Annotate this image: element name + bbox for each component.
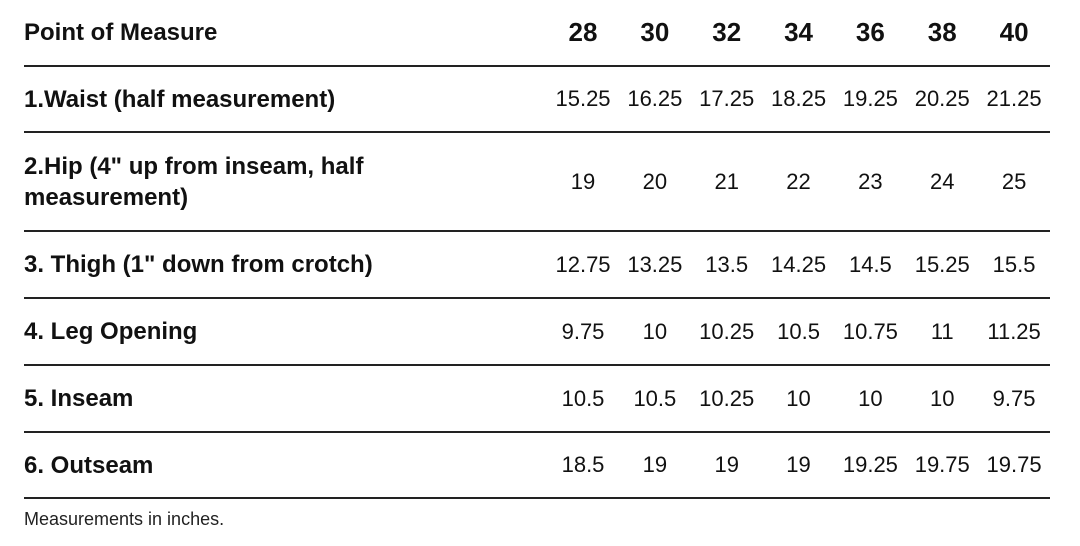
measure-value: 19 — [642, 452, 668, 477]
measure-value: 13.5 — [705, 251, 749, 277]
measure-value: 22 — [786, 168, 811, 194]
measure-value: 15.5 — [992, 251, 1036, 277]
footnote: Measurements in inches. — [24, 509, 225, 529]
measure-value: 10 — [642, 318, 668, 344]
measure-value: 19 — [714, 452, 739, 477]
size-header: 40 — [999, 17, 1029, 47]
size-header: 38 — [927, 17, 957, 47]
size-table: Point of Measure 28 30 32 34 36 38 40 1.Waist (h… — [24, 0, 1050, 499]
measure-value: 14.5 — [848, 251, 892, 277]
measure-value: 10 — [858, 385, 883, 411]
measure-label: 5. Inseam — [24, 385, 134, 412]
measure-value: 19 — [570, 168, 596, 194]
measure-value: 9.75 — [561, 318, 605, 344]
measure-value: 10 — [929, 385, 955, 411]
table-row: 3. Thigh (1" down from crotch) 12.75 13.25… — [24, 232, 1050, 299]
table-row: 4. Leg Opening 9.75 10 10.25 10.5 10.75 11 11.2… — [24, 299, 1050, 366]
table-row: 6. Outseam 18.5 19 19 19 19.25 19.75 19.75 — [24, 433, 1050, 499]
measure-value: 14.25 — [771, 251, 827, 277]
header-label: Point of Measure — [24, 19, 218, 46]
measure-value: 10.25 — [699, 385, 755, 411]
measure-value: 15.25 — [914, 251, 970, 277]
measure-value: 11.25 — [987, 318, 1041, 344]
measure-value: 10.5 — [777, 318, 820, 344]
measure-value: 18.5 — [561, 452, 605, 477]
table-row: 2.Hip (4" up from inseam, half measureme… — [24, 133, 1050, 232]
size-header: 30 — [640, 17, 670, 47]
measure-value: 19 — [786, 452, 811, 477]
measure-value: 12.75 — [555, 251, 611, 277]
measure-value: 16.25 — [627, 86, 683, 111]
measure-value: 21 — [714, 168, 739, 194]
measure-value: 19.75 — [986, 452, 1042, 477]
table-row: 5. Inseam 10.5 10.5 10.25 10 10 10 9.75 — [24, 366, 1050, 433]
measure-value: 21.25 — [986, 86, 1042, 111]
size-header: 28 — [568, 17, 598, 47]
measure-label: 6. Outseam — [24, 451, 154, 479]
measure-label: 1.Waist (half measurement) — [24, 85, 336, 113]
table-row: 1.Waist (half measurement) 15.25 16.25 17.2… — [24, 67, 1050, 133]
measure-label: 3. Thigh (1" down from crotch) — [24, 251, 373, 278]
measure-label: 4. Leg Opening — [24, 318, 198, 345]
header-row: Point of Measure 28 30 32 34 36 38 40 — [24, 0, 1050, 67]
measure-value: 10.25 — [699, 318, 755, 344]
measure-value: 18.25 — [771, 86, 827, 111]
measure-value: 20.25 — [914, 86, 970, 111]
measure-value: 11 — [930, 318, 954, 344]
measure-value: 19.75 — [914, 452, 970, 477]
measure-value: 15.25 — [555, 86, 611, 111]
measure-value: 19.25 — [842, 452, 898, 477]
measure-value: 10.5 — [633, 385, 677, 411]
measure-value: 23 — [858, 168, 883, 194]
measure-value: 10.75 — [842, 318, 898, 344]
size-header: 32 — [712, 17, 742, 47]
measure-value: 25 — [1001, 168, 1027, 194]
measure-value: 10 — [786, 385, 811, 411]
measure-label: 2.Hip (4" up from inseam, half measureme… — [24, 152, 364, 211]
measure-value: 24 — [929, 168, 955, 194]
size-header: 34 — [784, 17, 813, 47]
measure-value: 9.75 — [992, 385, 1036, 411]
size-header: 36 — [855, 17, 885, 47]
measure-value: 10.5 — [561, 385, 605, 411]
measure-value: 17.25 — [699, 86, 755, 111]
measure-value: 20 — [642, 168, 668, 194]
measure-value: 13.25 — [627, 251, 683, 277]
measure-value: 19.25 — [842, 86, 898, 111]
